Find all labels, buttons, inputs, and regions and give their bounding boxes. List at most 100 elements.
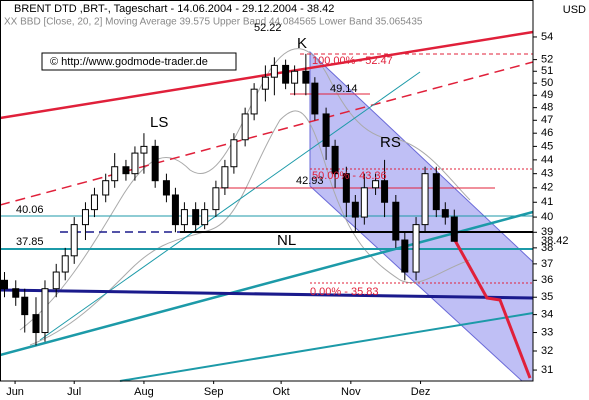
- candle-body: [261, 76, 269, 90]
- candle-body: [241, 113, 249, 141]
- candle-body: [0, 279, 8, 290]
- x-tick-label: Jul: [67, 386, 81, 398]
- candle-body: [122, 166, 130, 175]
- candle-body: [230, 139, 238, 168]
- candle-body: [32, 314, 40, 334]
- trendline: [0, 210, 534, 357]
- x-tick-label: Aug: [134, 386, 154, 398]
- x-tick-label: Okt: [273, 386, 290, 398]
- candle-body: [412, 224, 420, 273]
- annotation: 50.00% - 43.36: [312, 170, 387, 182]
- candle-body: [102, 180, 110, 196]
- x-tick-label: Jun: [6, 386, 24, 398]
- y-tick-label: 34: [541, 309, 553, 321]
- trendline: [39, 71, 421, 341]
- candle-body: [221, 166, 229, 189]
- price-box: [538, 234, 574, 248]
- watermark: © http://www.godmode-trader.de: [50, 56, 208, 68]
- annotation: 0.00% - 35.83: [310, 286, 379, 298]
- candle-body: [381, 180, 389, 203]
- forecast: [450, 234, 532, 379]
- y-tick-label: 32: [541, 345, 553, 357]
- annotation: NL: [277, 232, 296, 249]
- annotation: 42.93: [296, 175, 324, 187]
- y-tick-label: 39: [541, 226, 553, 238]
- candle-body: [250, 88, 258, 115]
- candle-body: [392, 201, 400, 241]
- y-tick-label: 43: [541, 168, 553, 180]
- annotation: LS: [150, 114, 168, 131]
- y-tick-label: 46: [541, 127, 553, 139]
- y-tick-label: 36: [541, 274, 553, 286]
- candle-body: [171, 194, 179, 226]
- y-tick-label: 35: [541, 291, 553, 303]
- x-tick-label: Sep: [204, 386, 224, 398]
- trendline: [0, 30, 534, 120]
- y-tick-label: 47: [541, 114, 553, 126]
- candles: [0, 53, 458, 346]
- y-tick-label: 38: [541, 242, 553, 254]
- candle-body: [151, 145, 159, 182]
- candle-body: [421, 173, 429, 226]
- y-tick-label: 51: [541, 65, 553, 77]
- candle-body: [331, 145, 339, 175]
- candle-body: [21, 296, 29, 316]
- y-tick-label: 44: [541, 154, 553, 166]
- y-tick-label: 41: [541, 196, 553, 208]
- candle-body: [52, 271, 60, 290]
- x-tick-label: Nov: [341, 386, 361, 398]
- y-tick-label: 31: [541, 364, 553, 376]
- y-tick-label: 49: [541, 89, 553, 101]
- candle-body: [291, 70, 299, 84]
- annotation: 52.22: [254, 22, 282, 34]
- candle-body: [360, 187, 368, 218]
- candle-body: [162, 180, 170, 196]
- candle-body: [180, 209, 188, 226]
- annotation: K: [297, 35, 307, 52]
- watermark-box: [41, 52, 237, 71]
- candle-body: [70, 224, 78, 257]
- candle-body: [302, 70, 310, 84]
- subtitle: XX BBD [Close, 20, 2] Moving Average 39.…: [4, 17, 423, 28]
- y-tick-label: 48: [541, 102, 553, 114]
- y-tick-label: 50: [541, 77, 553, 89]
- candle-body: [282, 64, 290, 84]
- candle-body: [322, 113, 330, 147]
- candle-body: [441, 209, 449, 218]
- y-tick-label: 40: [541, 211, 553, 223]
- candle-body: [270, 64, 278, 78]
- annotation: 100.00% - 52.47: [312, 55, 393, 67]
- currency: USD: [563, 4, 586, 16]
- trendline: [0, 288, 534, 300]
- candle-body: [12, 288, 20, 298]
- candle-body: [401, 239, 409, 273]
- x-tick-label: Dez: [411, 386, 431, 398]
- candle-body: [351, 201, 359, 218]
- candle-body: [61, 255, 69, 273]
- annotation: 37.85: [16, 236, 44, 248]
- candle-body: [140, 145, 148, 154]
- chart-title: BRENT DTD ,BRT-, Tageschart - 14.06.2004…: [14, 3, 334, 15]
- trendline: [119, 312, 534, 382]
- y-tick-label: 33: [541, 326, 553, 338]
- annotation: RS: [380, 134, 401, 151]
- candle-body: [342, 173, 350, 203]
- candle-body: [201, 209, 209, 226]
- trendline: [0, 61, 534, 206]
- candle-body: [432, 173, 440, 211]
- annotation: 38.42: [541, 235, 569, 247]
- candle-body: [311, 82, 319, 115]
- upper-band: [19, 48, 471, 331]
- y-tick-label: 37: [541, 258, 553, 270]
- lower-band: [29, 110, 471, 346]
- y-tick-label: 54: [541, 31, 553, 43]
- candle-body: [131, 152, 139, 175]
- annotation: 40.06: [16, 204, 44, 216]
- candle-body: [41, 288, 49, 334]
- plot-frame: [0, 0, 534, 382]
- annotation: 49.14: [330, 83, 358, 95]
- candle-body: [81, 209, 89, 226]
- y-tick-label: 52: [541, 54, 553, 66]
- candle-body: [111, 166, 119, 182]
